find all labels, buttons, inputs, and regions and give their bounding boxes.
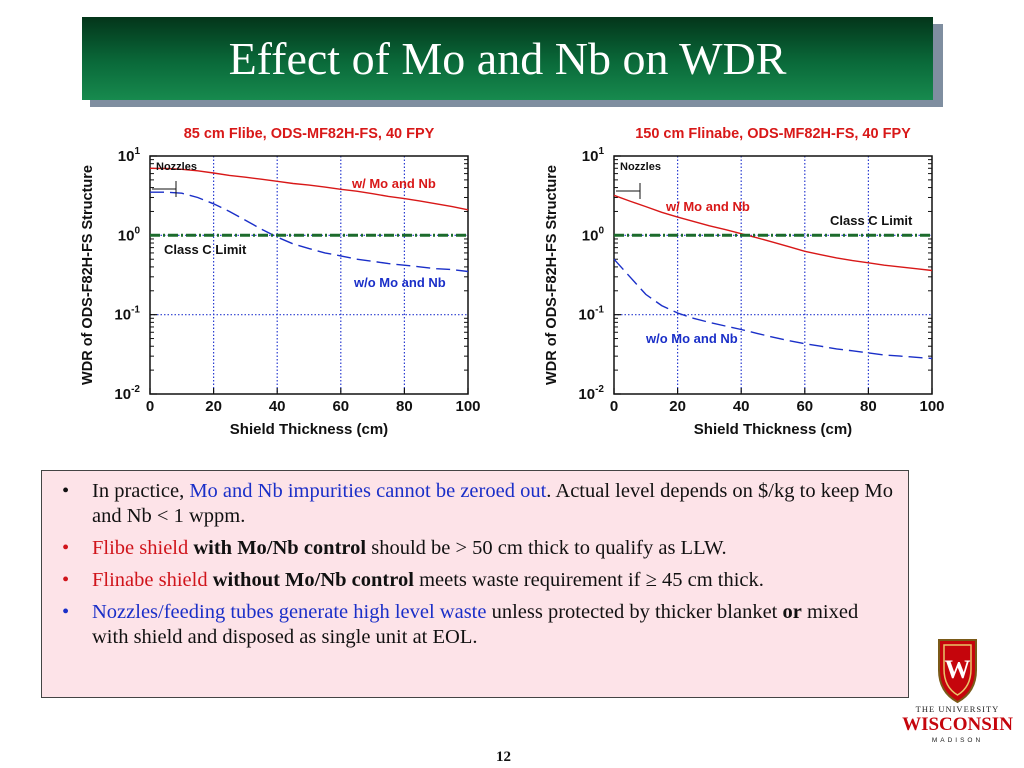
x-tick-label: 20 <box>669 398 686 415</box>
chart-annotation: Class C Limit <box>830 213 913 228</box>
bullet-text: with Mo/Nb control <box>193 537 367 559</box>
series-line <box>613 194 933 272</box>
y-tick-label: 10-1 <box>578 305 604 324</box>
bullet-text: In practice, <box>92 480 190 502</box>
university-logo: W THE UNIVERSITY WISCONSIN MADISON <box>900 636 1015 756</box>
chart-annotation: w/o Mo and Nb <box>353 275 446 290</box>
bullet-text: mixed with shield and disposed as single… <box>92 601 859 648</box>
svg-text:W: W <box>945 655 971 684</box>
series-line <box>150 191 469 273</box>
chart-title: 85 cm Flibe, ODS-MF82H-FS, 40 FPY <box>184 126 435 142</box>
bullet-text: . Actual level depends on $/kg to keep M… <box>92 480 893 527</box>
bullet-item: • Flibe shield with Mo/Nb control should … <box>62 536 894 561</box>
series-line <box>149 167 469 211</box>
title-banner: Effect of Mo and Nb on WDR <box>82 17 933 100</box>
slide-title: Effect of Mo and Nb on WDR <box>228 33 787 84</box>
logo-line-university: THE UNIVERSITY <box>915 704 1000 714</box>
bullet-marker: • <box>62 569 70 591</box>
y-axis-label: WDR of ODS-F82H-FS Structure <box>80 165 96 385</box>
bullet-text: without Mo/Nb control <box>212 569 414 591</box>
chart-annotation: w/ Mo and Nb <box>351 176 436 191</box>
x-tick-label: 20 <box>205 398 222 415</box>
bullet-text: should be > 50 cm thick to qualify as LL… <box>366 537 727 559</box>
crest-icon: W <box>938 639 977 704</box>
chart-flibe: 85 cm Flibe, ODS-MF82H-FS, 40 FPY 0 20 40 60… <box>70 118 570 458</box>
logo-line-wisconsin: WISCONSIN <box>902 714 1013 735</box>
chart-svg: 85 cm Flibe, ODS-MF82H-FS, 40 FPY 0 20 40 60… <box>80 126 481 438</box>
chart-annotation: w/o Mo and Nb <box>645 331 738 346</box>
x-tick-label: 100 <box>919 398 944 415</box>
y-tick-label: 10-2 <box>578 384 604 403</box>
bullet-text: unless protected by thicker blanket <box>486 601 783 623</box>
series-line <box>613 258 933 360</box>
x-tick-label: 80 <box>396 398 413 415</box>
chart-svg: 150 cm Flinabe, ODS-MF82H-FS, 40 FPY 0 20 4… <box>544 126 945 438</box>
page-number: 12 <box>496 749 511 765</box>
bullet-item: • Nozzles/feeding tubes generate high lev… <box>62 600 894 650</box>
bullet-item: • In practice, Mo and Nb impurities canno… <box>62 479 894 529</box>
chart-annotation: Class C Limit <box>164 242 247 257</box>
x-tick-label: 40 <box>269 398 286 415</box>
y-tick-label: 101 <box>582 146 605 165</box>
chart-annotation: Nozzles <box>156 161 197 173</box>
chart-title: 150 cm Flinabe, ODS-MF82H-FS, 40 FPY <box>635 126 911 142</box>
bullet-text: or <box>782 601 802 623</box>
x-tick-label: 100 <box>455 398 480 415</box>
bullet-text: meets waste requirement if ≥ 45 cm thick… <box>413 569 764 591</box>
y-tick-label: 10-1 <box>114 305 140 324</box>
y-tick-label: 100 <box>582 225 605 244</box>
bullet-marker: • <box>62 601 70 623</box>
chart-annotation: Nozzles <box>620 161 661 173</box>
bullet-marker: • <box>62 537 70 559</box>
logo-line-madison: MADISON <box>931 737 984 744</box>
bullet-text: Flibe shield <box>92 537 194 559</box>
bullet-list: • In practice, Mo and Nb impurities canno… <box>42 471 908 650</box>
bullet-item: • Flinabe shield without Mo/Nb control me… <box>62 568 894 593</box>
y-tick-label: 101 <box>118 146 141 165</box>
bullet-text: Mo and Nb impurities cannot be zeroed ou… <box>189 480 547 502</box>
plot-frame <box>613 155 933 395</box>
x-tick-label: 0 <box>146 398 154 415</box>
x-tick-label: 60 <box>796 398 813 415</box>
x-tick-label: 40 <box>733 398 750 415</box>
x-tick-label: 60 <box>332 398 349 415</box>
x-tick-label: 0 <box>610 398 618 415</box>
bullet-marker: • <box>62 480 70 502</box>
x-axis-label: Shield Thickness (cm) <box>694 421 852 438</box>
y-tick-label: 10-2 <box>114 384 140 403</box>
plot-frame <box>149 155 469 395</box>
bullet-text: Nozzles/feeding tubes generate high leve… <box>92 601 487 623</box>
bullet-text: Flinabe shield <box>92 569 213 591</box>
x-tick-label: 80 <box>860 398 877 415</box>
y-axis-label: WDR of ODS-F82H-FS Structure <box>544 165 560 385</box>
chart-annotation: w/ Mo and Nb <box>665 199 750 214</box>
x-axis-label: Shield Thickness (cm) <box>230 421 388 438</box>
bullet-box: • In practice, Mo and Nb impurities canno… <box>41 470 909 698</box>
chart-flinabe: 150 cm Flinabe, ODS-MF82H-FS, 40 FPY 0 20 4… <box>534 118 1024 458</box>
y-tick-label: 100 <box>118 225 141 244</box>
